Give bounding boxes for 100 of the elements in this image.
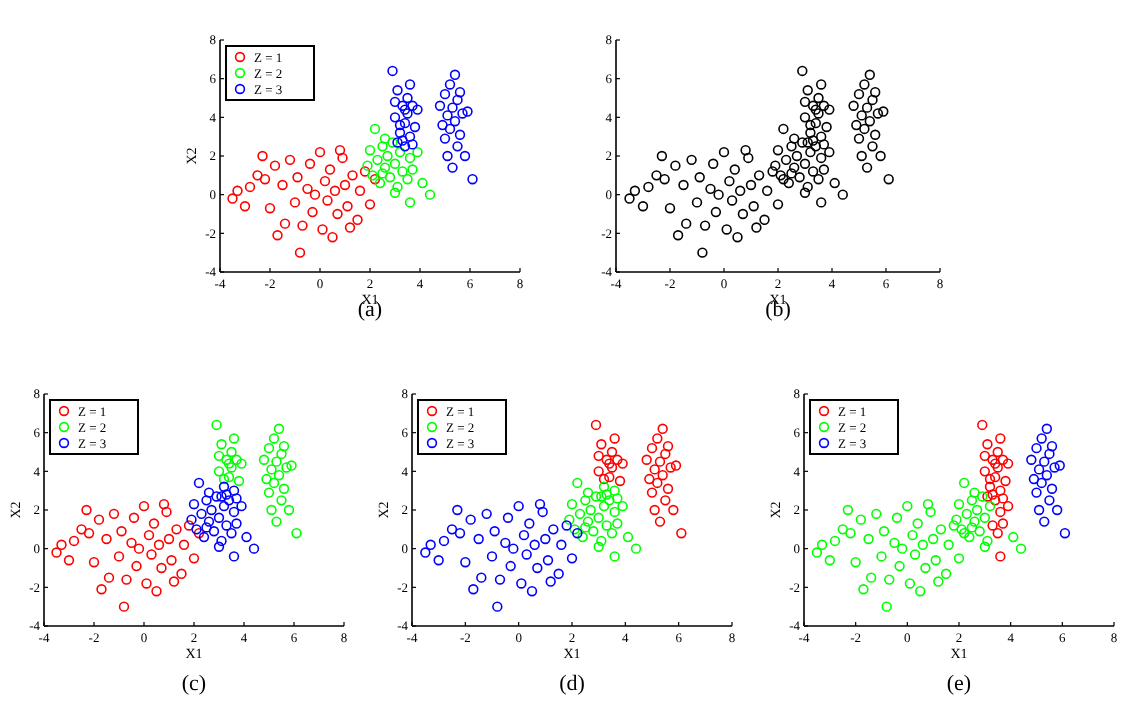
point <box>183 520 195 531</box>
point <box>612 454 623 465</box>
point <box>943 539 954 550</box>
point <box>930 555 941 566</box>
point <box>324 164 336 175</box>
point <box>369 123 381 135</box>
point <box>641 454 652 465</box>
point <box>412 104 423 115</box>
point <box>389 158 401 169</box>
point <box>665 462 676 473</box>
point <box>203 516 215 527</box>
point <box>660 448 671 460</box>
point <box>407 100 418 111</box>
point <box>437 119 448 131</box>
point <box>384 172 396 183</box>
point <box>652 433 663 444</box>
point <box>966 495 978 506</box>
point <box>489 526 500 537</box>
point <box>473 533 484 545</box>
point <box>917 539 929 550</box>
point <box>982 491 993 502</box>
point <box>654 456 666 467</box>
point <box>186 514 197 525</box>
point <box>1015 543 1027 554</box>
point <box>668 504 679 516</box>
point <box>966 522 978 533</box>
point <box>935 524 947 535</box>
point <box>314 146 326 158</box>
point <box>188 499 200 510</box>
point <box>904 578 916 589</box>
point <box>83 528 95 539</box>
point <box>662 483 674 494</box>
point <box>927 533 939 545</box>
point <box>76 524 87 535</box>
point <box>442 110 453 121</box>
point <box>281 462 292 473</box>
point <box>268 433 280 444</box>
point <box>505 560 516 572</box>
point <box>454 129 466 140</box>
point <box>984 481 996 492</box>
point <box>283 504 295 516</box>
point <box>521 549 532 560</box>
point <box>121 574 132 585</box>
point <box>377 168 388 179</box>
point <box>446 524 458 535</box>
point <box>987 489 998 500</box>
point <box>236 500 247 512</box>
point <box>604 471 615 483</box>
point <box>979 512 991 523</box>
point <box>241 531 252 543</box>
point <box>171 524 182 535</box>
point <box>364 199 376 210</box>
point <box>467 174 478 185</box>
point <box>871 508 882 520</box>
point <box>494 574 506 585</box>
point <box>394 127 406 138</box>
point <box>263 442 275 454</box>
point <box>646 487 658 498</box>
point <box>598 500 610 512</box>
point <box>529 539 540 550</box>
point <box>542 555 554 566</box>
point <box>654 516 666 527</box>
point <box>286 460 297 471</box>
point <box>382 150 393 162</box>
point <box>402 92 413 104</box>
point <box>492 601 503 612</box>
point <box>56 539 67 550</box>
point <box>593 466 604 477</box>
point <box>617 500 628 512</box>
point <box>277 179 288 191</box>
point <box>829 535 841 547</box>
point <box>404 79 416 90</box>
point <box>425 539 436 550</box>
point <box>837 524 848 535</box>
point <box>920 562 931 574</box>
point <box>434 100 446 111</box>
point <box>1039 456 1050 467</box>
point <box>884 574 895 585</box>
point <box>404 131 416 142</box>
point <box>166 555 177 566</box>
point <box>1054 460 1065 471</box>
point <box>518 529 530 541</box>
point <box>264 203 276 214</box>
point <box>997 493 1009 504</box>
point <box>649 504 660 516</box>
point <box>961 508 972 520</box>
point <box>953 553 965 564</box>
point <box>51 547 62 558</box>
point <box>329 185 341 196</box>
point <box>984 473 996 485</box>
point <box>108 508 120 520</box>
point <box>816 539 828 550</box>
point <box>989 471 1001 483</box>
point <box>278 441 290 452</box>
point <box>553 568 564 579</box>
point <box>964 531 975 543</box>
point <box>138 500 150 512</box>
point <box>397 166 408 177</box>
point <box>457 108 468 119</box>
point <box>289 197 301 208</box>
